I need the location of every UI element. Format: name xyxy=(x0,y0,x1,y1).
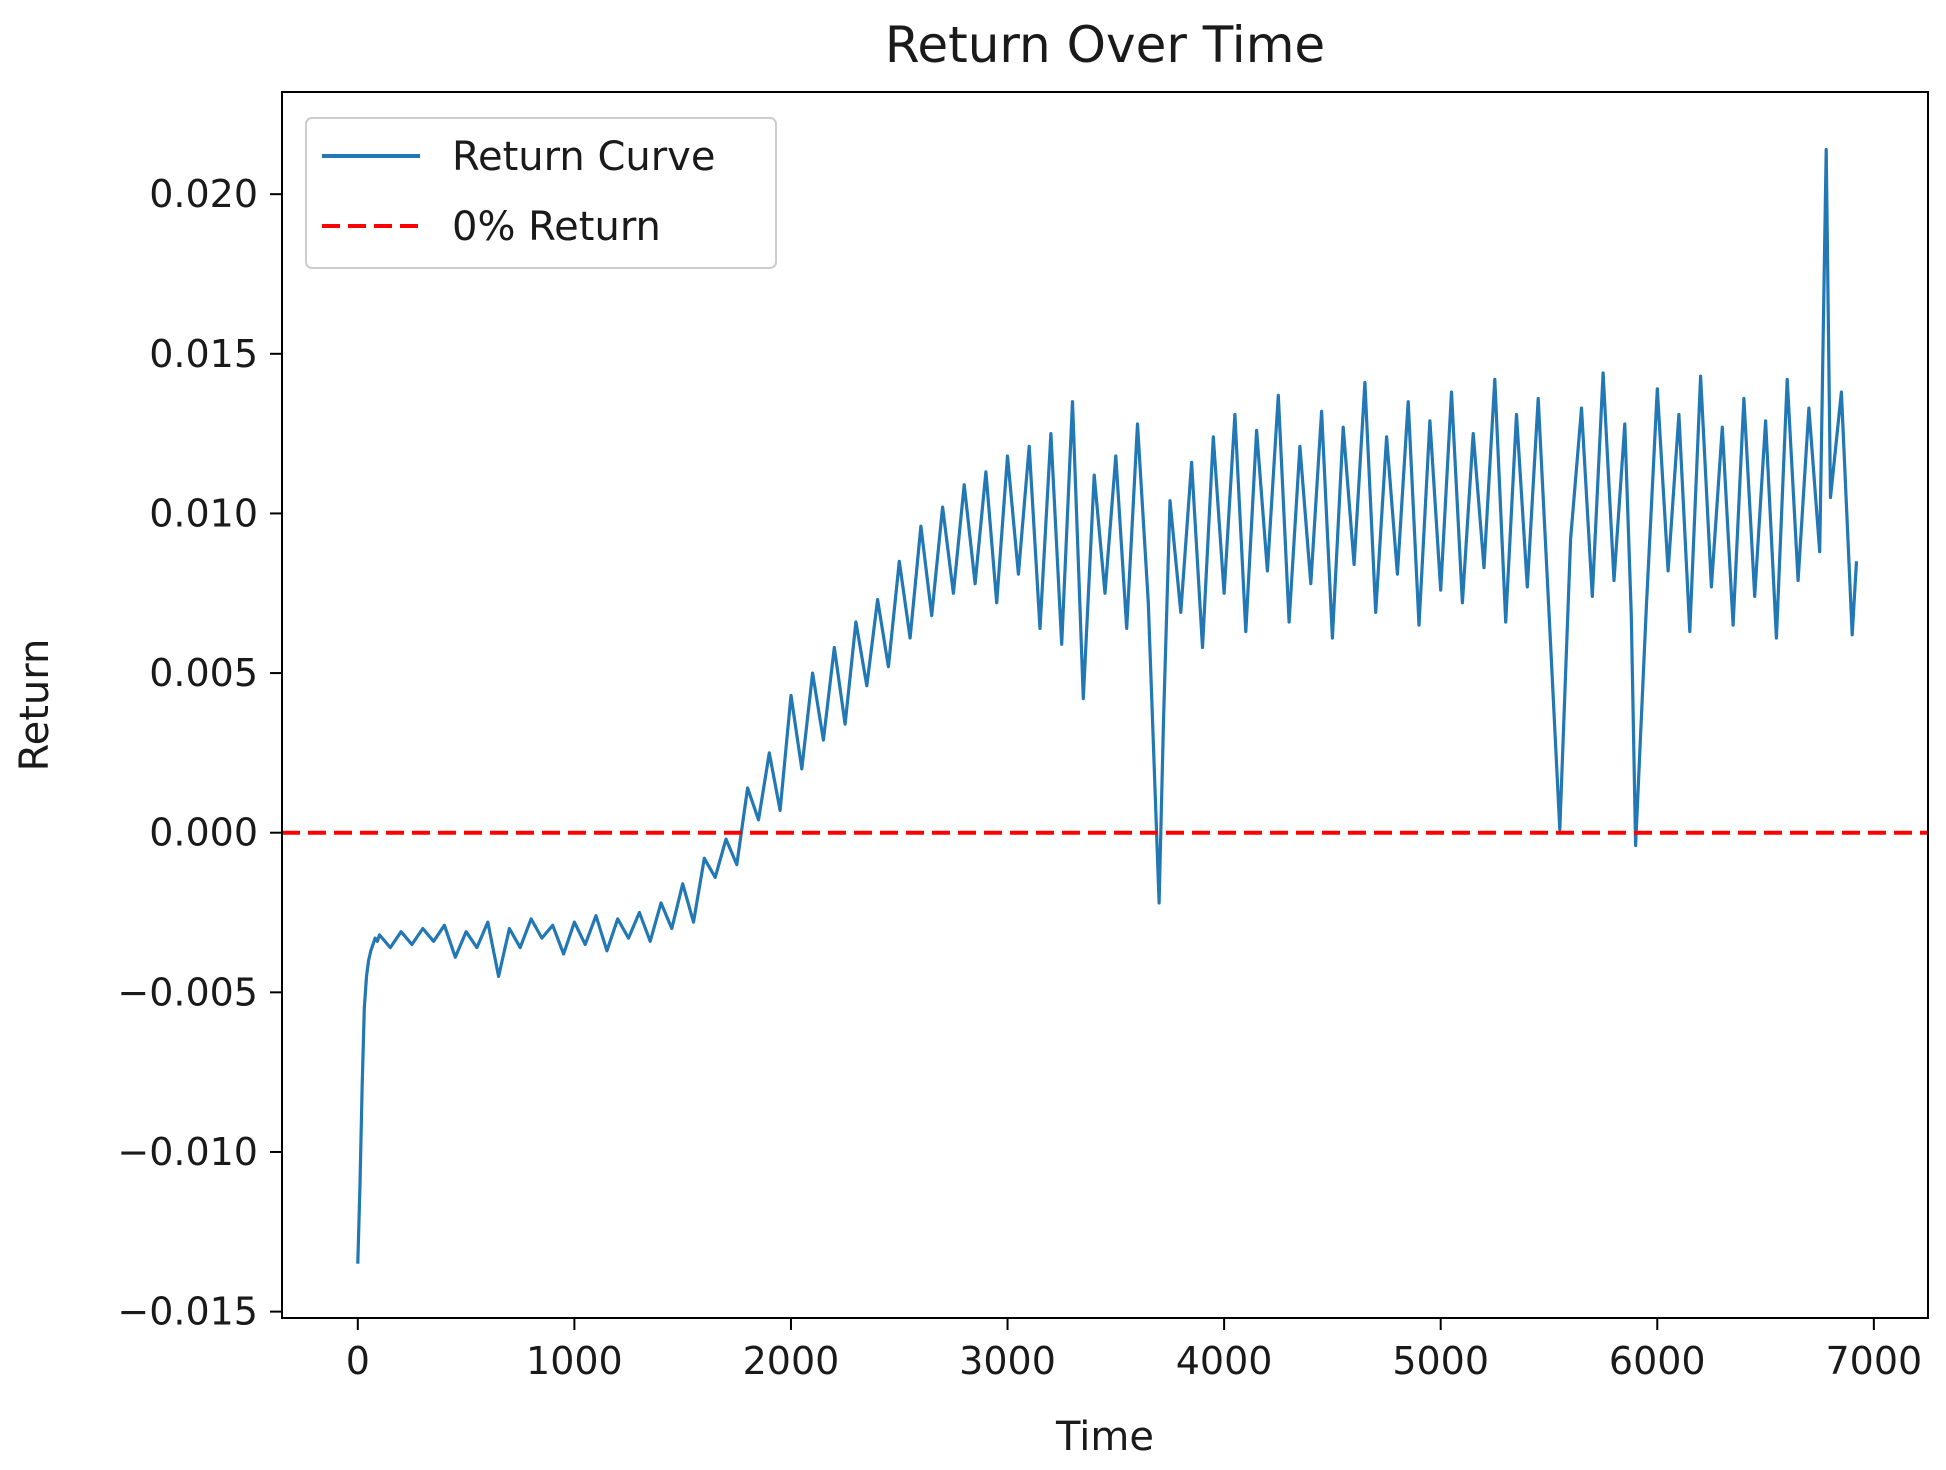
legend-label-zero-return: 0% Return xyxy=(452,204,661,250)
plot-frame xyxy=(281,91,1929,1319)
x-tick-label: 5000 xyxy=(1392,1339,1489,1383)
y-tick-label: 0.015 xyxy=(149,332,258,376)
x-tick-label: 4000 xyxy=(1176,1339,1273,1383)
chart-title: Return Over Time xyxy=(885,16,1325,74)
plot-area xyxy=(282,147,1928,1264)
x-tick-label: 0 xyxy=(346,1339,370,1383)
x-axis-ticks: 0 1000 2000 3000 4000 5000 6000 7000 xyxy=(346,1318,1922,1383)
y-axis-ticks: −0.015 −0.010 −0.005 0.000 0.005 0.010 0.015 0.… xyxy=(117,172,282,1334)
y-tick-label: −0.010 xyxy=(117,1130,258,1174)
y-axis-label: Return xyxy=(12,639,58,772)
x-tick-label: 1000 xyxy=(526,1339,623,1383)
x-tick-label: 6000 xyxy=(1609,1339,1706,1383)
legend-label-return-curve: Return Curve xyxy=(452,134,715,180)
legend: Return Curve 0% Return xyxy=(305,117,777,269)
x-tick-label: 2000 xyxy=(743,1339,840,1383)
y-tick-label: 0.005 xyxy=(149,651,258,695)
y-tick-label: 0.020 xyxy=(149,172,258,216)
y-tick-label: −0.015 xyxy=(117,1290,258,1334)
y-tick-label: 0.010 xyxy=(149,491,258,535)
x-tick-label: 3000 xyxy=(959,1339,1056,1383)
y-tick-label: −0.005 xyxy=(117,970,258,1014)
x-tick-label: 7000 xyxy=(1825,1339,1922,1383)
series-line-return-curve xyxy=(356,147,1859,1264)
y-tick-label: 0.000 xyxy=(149,811,258,855)
legend-box xyxy=(305,117,777,269)
x-axis-label: Time xyxy=(1055,1414,1154,1460)
